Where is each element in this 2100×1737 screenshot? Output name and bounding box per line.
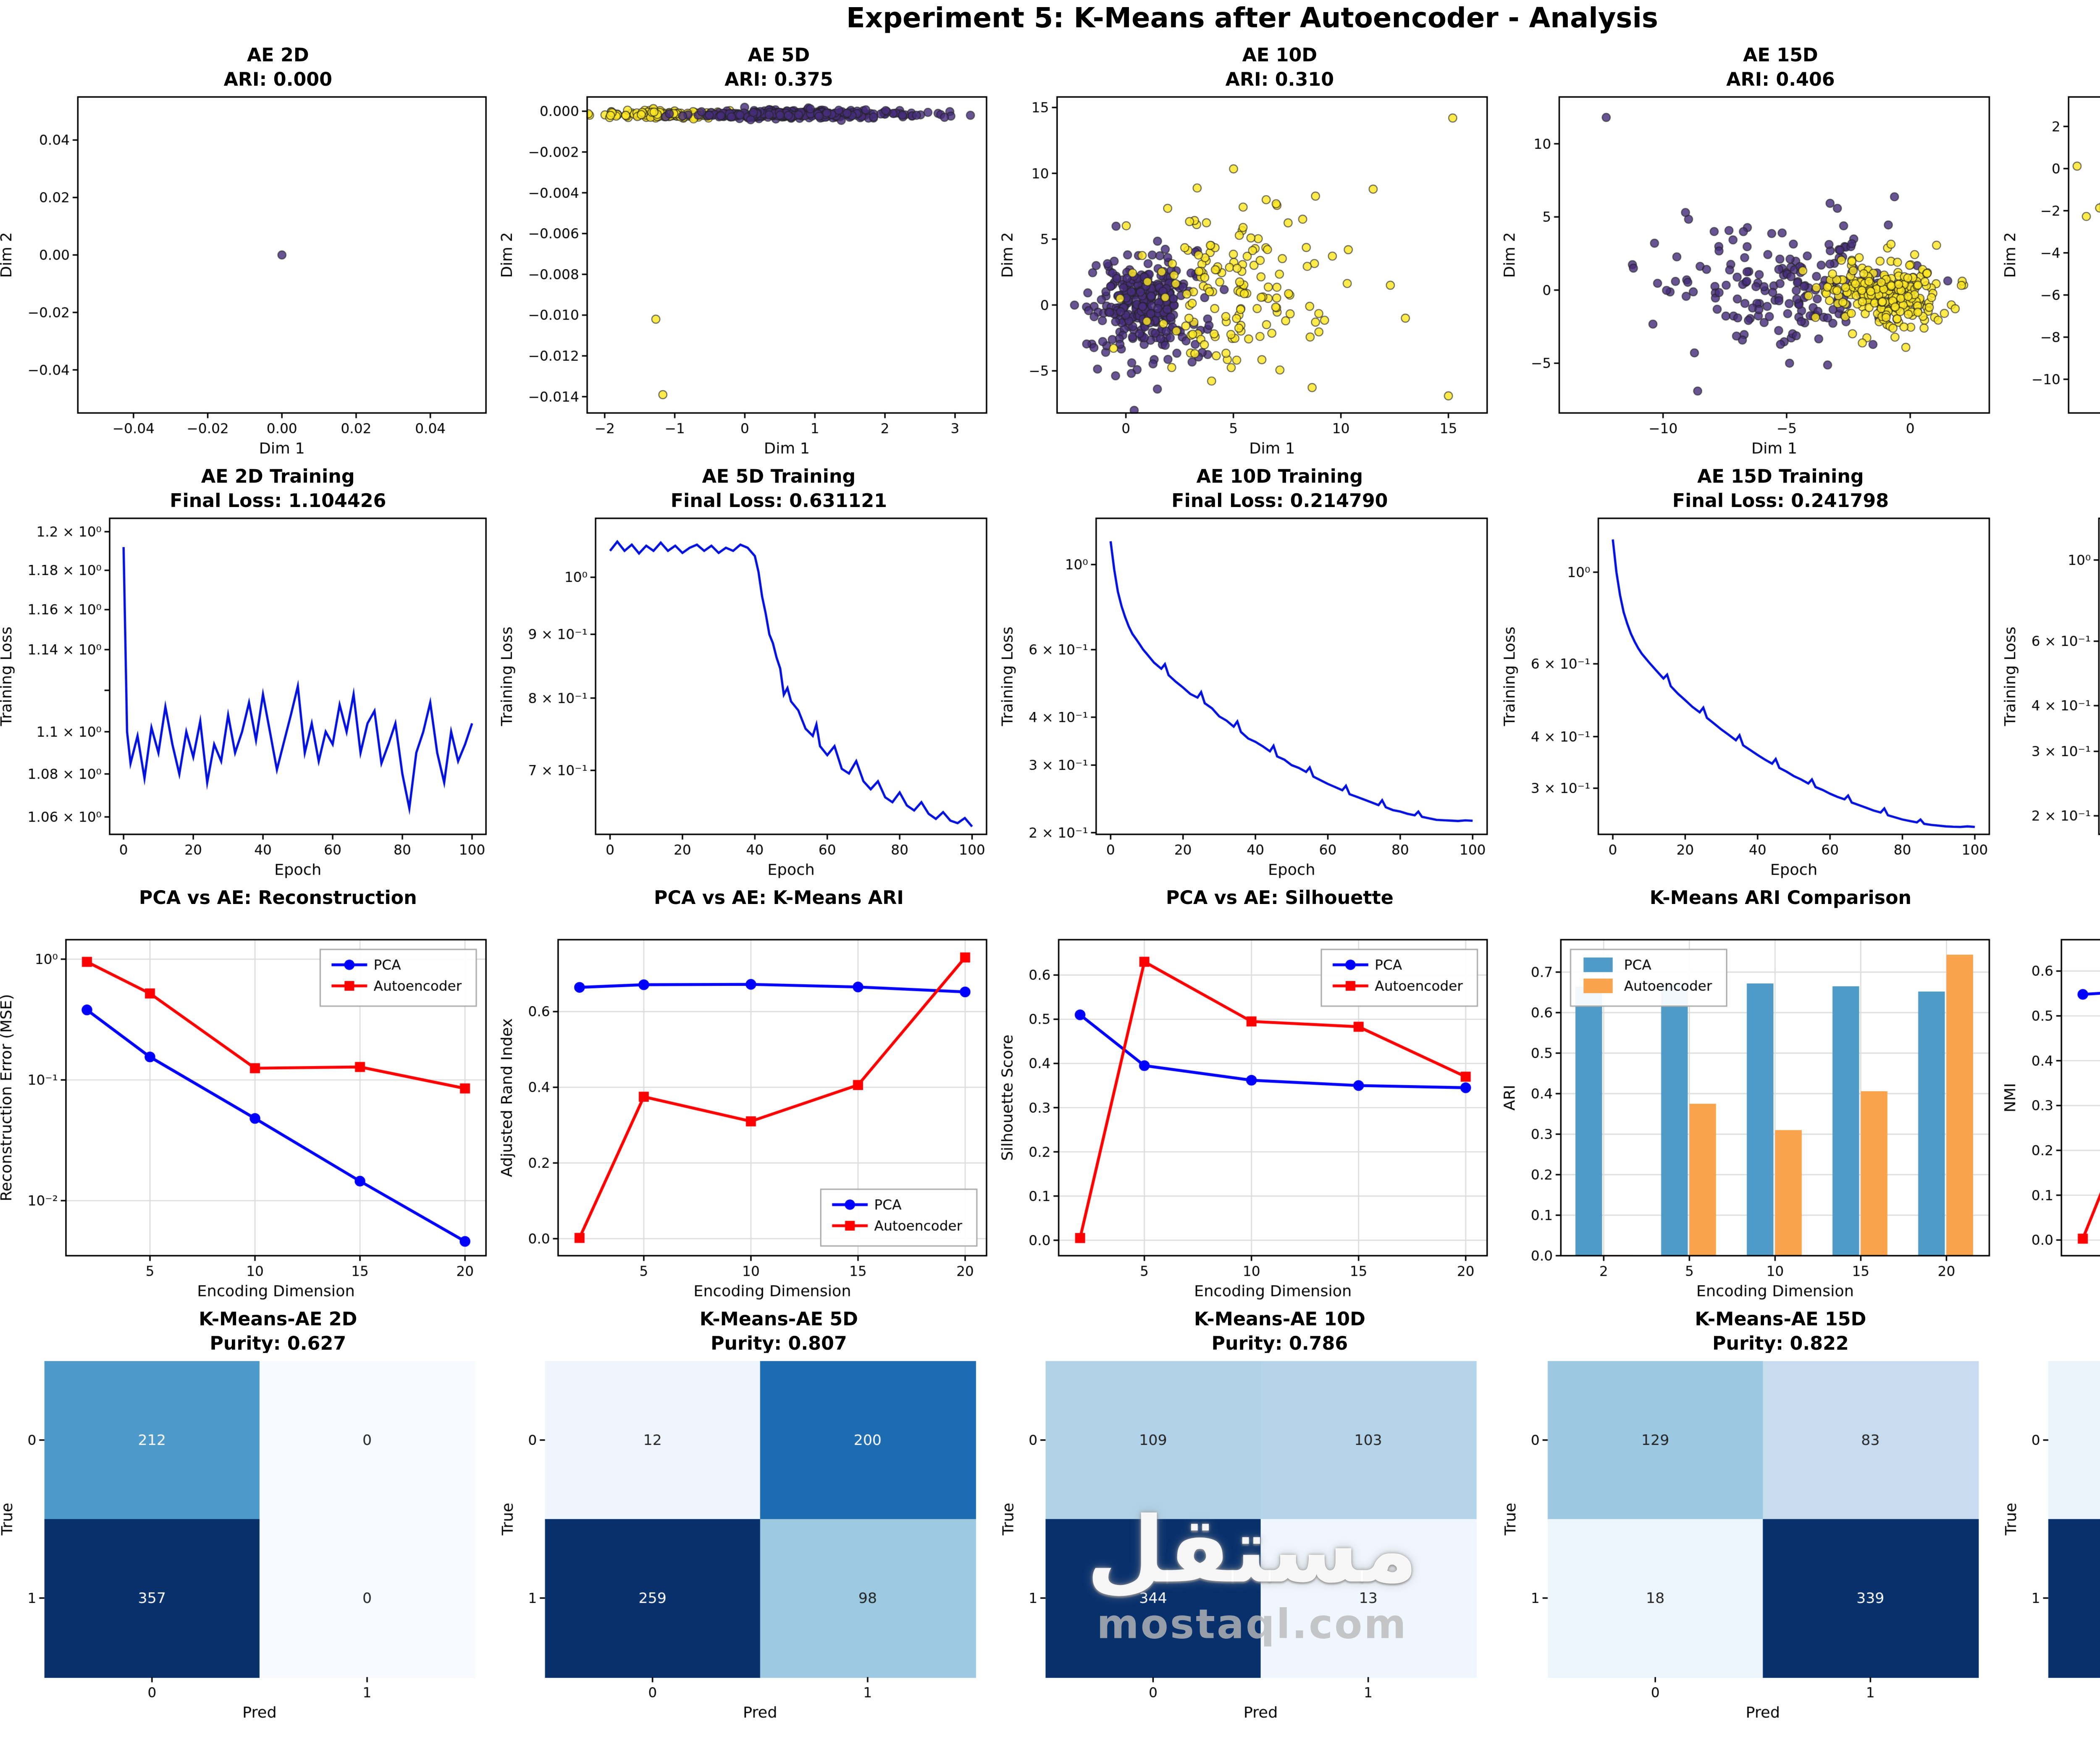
figure-title: Experiment 5: K-Means after Autoencoder … — [846, 3, 1659, 36]
subplot-ae-2d-embedding: AE 2D ARI: 0.000 — [0, 40, 501, 462]
subplot-confusion-ae-20d: K-Means-AE 20D Purity: 0.931 — [2003, 1304, 2100, 1726]
chart-canvas-ae-20d-training — [2003, 510, 2100, 883]
chart-canvas-confusion-15d — [1502, 1353, 2003, 1726]
chart-canvas-ae-2d-training — [0, 510, 501, 883]
plot-title: K-Means-AE 2D Purity: 0.627 — [199, 1307, 357, 1355]
plot-title: AE 15D Training Final Loss: 0.241798 — [1672, 465, 1889, 512]
plot-title: AE 20D Training Final Loss: 0.186785 — [2003, 462, 2100, 510]
plot-title: PCA vs AE: NMI — [2003, 883, 2100, 932]
subplot-confusion-ae-10d: K-Means-AE 10D Purity: 0.786 — [1002, 1304, 1503, 1726]
plot-title: AE 15D ARI: 0.406 — [1726, 43, 1835, 91]
plot-title: K-Means ARI Comparison — [1649, 886, 1912, 909]
plot-title: AE 10D Training Final Loss: 0.214790 — [1171, 465, 1388, 512]
plot-title: PCA vs AE: Reconstruction — [139, 886, 417, 909]
subplot-ae-20d-embedding: AE 20D ARI: 0.743 — [2003, 40, 2100, 462]
chart-canvas-ae-10d-training — [1002, 510, 1502, 883]
subplot-ae-10d-training: AE 10D Training Final Loss: 0.214790 — [1002, 462, 1503, 883]
chart-canvas-ae-15d-embedding — [1502, 89, 2003, 462]
chart-canvas-ari-comparison — [1502, 931, 2003, 1304]
plot-title: K-Means-AE 20D Purity: 0.931 — [2003, 1304, 2100, 1353]
subplot-pca-vs-ae-silhouette: PCA vs AE: Silhouette — [1002, 883, 1503, 1304]
chart-canvas-confusion-10d — [1002, 1353, 1502, 1726]
subplot-ae-15d-training: AE 15D Training Final Loss: 0.241798 — [1502, 462, 2004, 883]
chart-canvas-confusion-5d — [501, 1353, 1002, 1726]
subplot-ae-5d-training: AE 5D Training Final Loss: 0.631121 — [501, 462, 1002, 883]
subplot-grid: AE 2D ARI: 0.000 AE 5D ARI: 0.375 AE 10D… — [0, 40, 2100, 1726]
subplot-pca-vs-ae-nmi: PCA vs AE: NMI — [2003, 883, 2100, 1304]
chart-canvas-ae-10d-embedding — [1002, 89, 1502, 462]
chart-canvas-ae-20d-embedding — [2003, 89, 2100, 462]
plot-title: PCA vs AE: Silhouette — [1166, 886, 1394, 909]
chart-canvas-confusion-20d — [2003, 1353, 2100, 1726]
chart-canvas-ae-5d-embedding — [501, 89, 1002, 462]
plot-title: AE 10D ARI: 0.310 — [1225, 43, 1334, 91]
subplot-confusion-ae-5d: K-Means-AE 5D Purity: 0.807 — [501, 1304, 1002, 1726]
figure-root: Experiment 5: K-Means after Autoencoder … — [0, 3, 2100, 1737]
plot-title: K-Means-AE 10D Purity: 0.786 — [1194, 1307, 1365, 1355]
plot-title: AE 2D ARI: 0.000 — [223, 43, 333, 91]
chart-canvas-ae-5d-training — [501, 510, 1002, 883]
subplot-pca-vs-ae-reconstruction: PCA vs AE: Reconstruction — [0, 883, 501, 1304]
subplot-confusion-ae-2d: K-Means-AE 2D Purity: 0.627 — [0, 1304, 501, 1726]
subplot-ae-15d-embedding: AE 15D ARI: 0.406 — [1502, 40, 2004, 462]
plot-title: AE 5D Training Final Loss: 0.631121 — [670, 465, 887, 512]
subplot-ae-20d-training: AE 20D Training Final Loss: 0.186785 — [2003, 462, 2100, 883]
plot-title: AE 2D Training Final Loss: 1.104426 — [170, 465, 386, 512]
plot-title: AE 5D ARI: 0.375 — [724, 43, 833, 91]
plot-title: K-Means-AE 15D Purity: 0.822 — [1695, 1307, 1866, 1355]
subplot-ae-5d-embedding: AE 5D ARI: 0.375 — [501, 40, 1002, 462]
subplot-confusion-ae-15d: K-Means-AE 15D Purity: 0.822 — [1502, 1304, 2004, 1726]
subplot-pca-vs-ae-kmeans-ari: PCA vs AE: K-Means ARI — [501, 883, 1002, 1304]
chart-canvas-reconstruction — [0, 931, 501, 1304]
plot-title: K-Means-AE 5D Purity: 0.807 — [699, 1307, 858, 1355]
chart-canvas-nmi — [2003, 931, 2100, 1304]
chart-canvas-silhouette — [1002, 931, 1502, 1304]
subplot-ae-10d-embedding: AE 10D ARI: 0.310 — [1002, 40, 1503, 462]
plot-title: PCA vs AE: K-Means ARI — [654, 886, 904, 909]
chart-canvas-ae-15d-training — [1502, 510, 2003, 883]
chart-canvas-kmeans-ari — [501, 931, 1002, 1304]
subplot-ae-2d-training: AE 2D Training Final Loss: 1.104426 — [0, 462, 501, 883]
chart-canvas-confusion-2d — [0, 1353, 501, 1726]
chart-canvas-ae-2d-embedding — [0, 89, 501, 462]
plot-title: AE 20D ARI: 0.743 — [2003, 40, 2100, 89]
subplot-kmeans-ari-comparison: K-Means ARI Comparison — [1502, 883, 2004, 1304]
